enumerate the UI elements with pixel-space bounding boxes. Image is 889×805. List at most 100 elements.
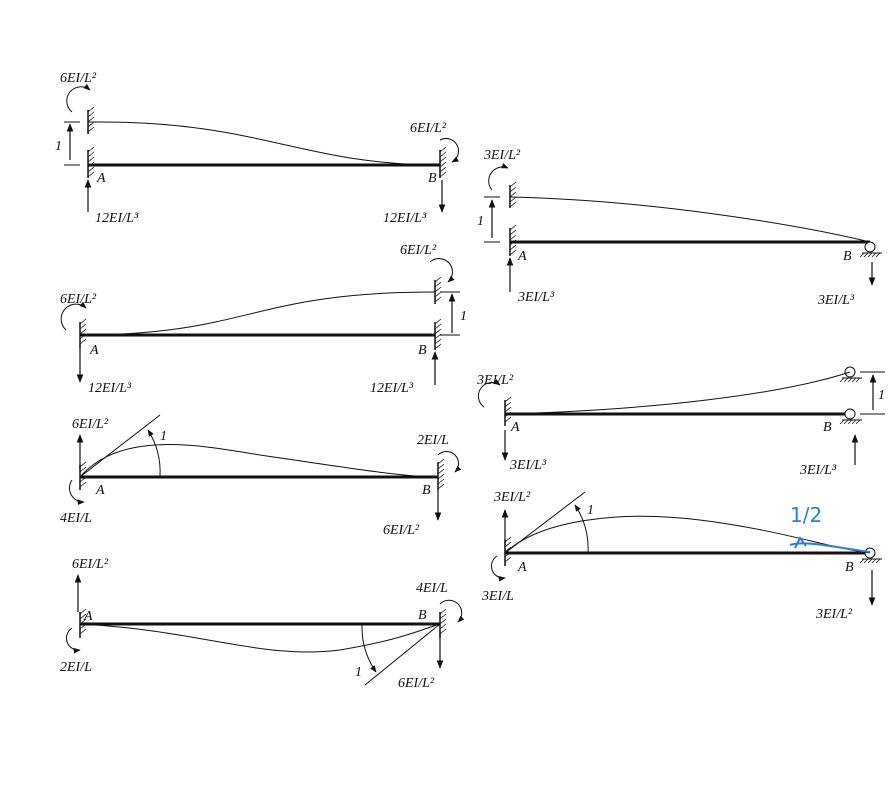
hatch bbox=[504, 396, 512, 403]
hatch bbox=[434, 296, 442, 303]
label: A bbox=[95, 483, 105, 498]
hatch bbox=[509, 234, 517, 241]
hatch bbox=[79, 481, 87, 488]
moment-arrow bbox=[477, 379, 501, 408]
label: B bbox=[422, 483, 431, 498]
hatch bbox=[843, 377, 849, 383]
label: B bbox=[845, 560, 854, 575]
hatch bbox=[509, 249, 517, 256]
hatch bbox=[79, 338, 87, 345]
label: 1 bbox=[878, 388, 885, 403]
label: 1 bbox=[55, 139, 62, 154]
hatch bbox=[509, 239, 517, 246]
label: 3EI/L³ bbox=[817, 293, 855, 308]
hatch bbox=[87, 106, 95, 113]
label: 3EI/L² bbox=[476, 373, 514, 388]
hatch bbox=[855, 377, 861, 383]
hatch bbox=[509, 191, 517, 198]
hatch bbox=[863, 252, 869, 258]
hatch bbox=[867, 558, 873, 564]
hatch bbox=[87, 121, 95, 128]
roller bbox=[864, 241, 876, 253]
label: 6EI/L² bbox=[60, 71, 97, 86]
hatch bbox=[851, 377, 857, 383]
moment-arrow bbox=[69, 479, 85, 506]
hatch bbox=[79, 466, 87, 473]
hatch bbox=[839, 419, 845, 425]
label: 1 bbox=[587, 503, 594, 518]
hatch bbox=[504, 401, 512, 408]
label: 1 bbox=[460, 309, 467, 324]
hatch bbox=[437, 458, 445, 465]
hatch bbox=[434, 323, 442, 330]
deflected-shape bbox=[504, 371, 851, 415]
label: 6EI/L² bbox=[60, 292, 97, 307]
label: 3EI/L³ bbox=[517, 290, 555, 305]
hatch bbox=[504, 536, 512, 543]
hatch bbox=[439, 166, 447, 173]
hatch bbox=[79, 628, 87, 635]
label: 3EI/L² bbox=[483, 148, 521, 163]
label: 12EI/L³ bbox=[370, 381, 414, 396]
rotation-arc bbox=[361, 624, 377, 673]
hatch bbox=[434, 318, 442, 325]
hatch bbox=[439, 618, 447, 625]
moment-arrow bbox=[66, 83, 91, 113]
label: A bbox=[83, 609, 93, 624]
hatch bbox=[439, 151, 447, 158]
deflected-shape bbox=[79, 444, 439, 478]
hatch bbox=[437, 483, 445, 490]
hatch bbox=[439, 156, 447, 163]
hatch bbox=[87, 111, 95, 118]
label: A bbox=[517, 249, 527, 264]
label: 4EI/L bbox=[60, 511, 92, 526]
moment-arrow bbox=[66, 627, 81, 654]
rotation-arc bbox=[147, 429, 161, 478]
deflected-shape bbox=[509, 196, 871, 243]
hatch bbox=[509, 196, 517, 203]
hatch bbox=[509, 181, 517, 188]
hatch bbox=[439, 628, 447, 635]
hatch bbox=[434, 276, 442, 283]
label: A bbox=[517, 560, 527, 575]
label: 2EI/L bbox=[417, 433, 449, 448]
label: 3EI/L bbox=[481, 589, 514, 604]
label: 1 bbox=[477, 214, 484, 229]
hatch bbox=[434, 343, 442, 350]
label: B bbox=[843, 249, 852, 264]
hatch bbox=[434, 281, 442, 288]
label: 6EI/L² bbox=[398, 676, 435, 691]
hatch bbox=[79, 461, 87, 468]
hatch bbox=[437, 478, 445, 485]
hatch bbox=[504, 541, 512, 548]
hatch bbox=[87, 126, 95, 133]
hatch bbox=[843, 419, 849, 425]
hatch bbox=[847, 377, 853, 383]
moment-arrow bbox=[439, 137, 460, 163]
label: 6EI/L² bbox=[72, 417, 109, 432]
label: 3EI/L³ bbox=[799, 463, 837, 478]
moment-arrow bbox=[60, 301, 87, 331]
moment-arrow bbox=[429, 258, 455, 283]
label: 12EI/L³ bbox=[383, 211, 427, 226]
moment-arrow bbox=[439, 599, 465, 623]
hatch bbox=[439, 171, 447, 178]
deflected-shape bbox=[79, 623, 441, 653]
hatch bbox=[509, 201, 517, 208]
label: A bbox=[510, 420, 520, 435]
label: 12EI/L³ bbox=[95, 211, 139, 226]
label: 6EI/L² bbox=[400, 243, 437, 258]
deflected-shape bbox=[79, 291, 436, 336]
hatch bbox=[87, 166, 95, 173]
hatch bbox=[859, 252, 865, 258]
hatch bbox=[871, 252, 877, 258]
moment-arrow bbox=[488, 163, 509, 191]
hatch bbox=[504, 556, 512, 563]
label: 12EI/L³ bbox=[88, 381, 132, 396]
hatch bbox=[87, 171, 95, 178]
hatch bbox=[504, 416, 512, 423]
line bbox=[364, 623, 441, 686]
hatch bbox=[79, 623, 87, 630]
hatch bbox=[87, 116, 95, 123]
hatch bbox=[504, 551, 512, 558]
